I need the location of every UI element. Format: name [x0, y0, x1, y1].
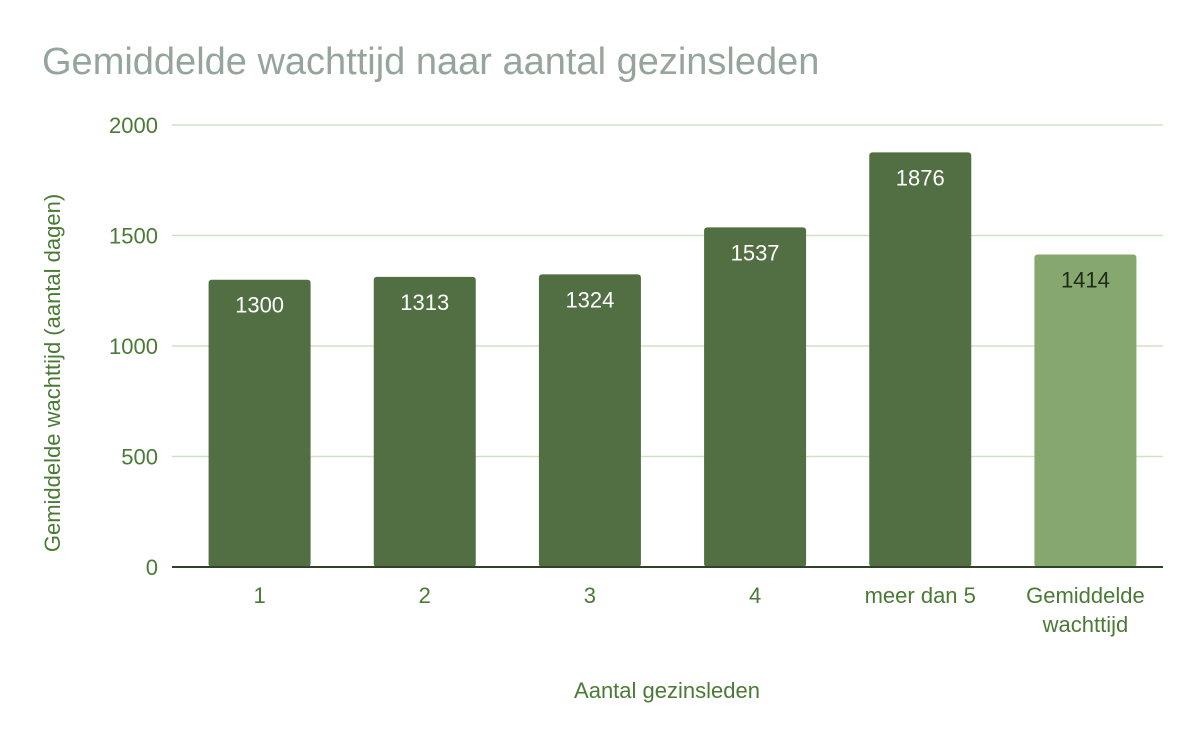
y-tick-label: 1500: [109, 224, 158, 249]
x-category-label: Gemiddelde wachttijd: [1026, 583, 1145, 637]
x-category-label: 4: [749, 583, 761, 608]
x-axis-categories: 1 2 3 4 meer dan 5 Gemiddelde wachttijd: [253, 583, 1144, 637]
bar: [704, 227, 807, 567]
data-label: 1300: [235, 293, 284, 318]
x-category-label: 3: [584, 583, 596, 608]
bars: [208, 152, 1137, 568]
data-label: 1414: [1061, 268, 1110, 293]
x-axis-title: Aantal gezinsleden: [574, 678, 760, 703]
x-category-label: meer dan 5: [865, 583, 976, 608]
data-labels: 1300 1313 1324 1537 1876 1414: [235, 165, 1110, 317]
bar: [1034, 254, 1137, 568]
data-label: 1876: [896, 165, 945, 190]
bar: [538, 274, 641, 567]
bar: [208, 279, 311, 567]
data-label: 1537: [731, 240, 780, 265]
y-tick-label: 1000: [109, 334, 158, 359]
data-label: 1324: [565, 287, 614, 312]
y-tick-label: 2000: [109, 113, 158, 138]
bar: [869, 152, 972, 568]
chart-title: Gemiddelde wachttijd naar aantal gezinsl…: [42, 41, 819, 83]
gridlines: [172, 124, 1163, 458]
bar: [373, 276, 476, 567]
x-category-label: 1: [253, 583, 265, 608]
x-category-label: 2: [419, 583, 431, 608]
y-axis-ticks: 0 500 1000 1500 2000: [109, 113, 158, 580]
data-label: 1313: [400, 290, 449, 315]
y-axis-title: Gemiddelde wachttijd (aantal dagen): [40, 194, 65, 552]
y-tick-label: 0: [146, 555, 158, 580]
y-tick-label: 500: [121, 445, 158, 470]
